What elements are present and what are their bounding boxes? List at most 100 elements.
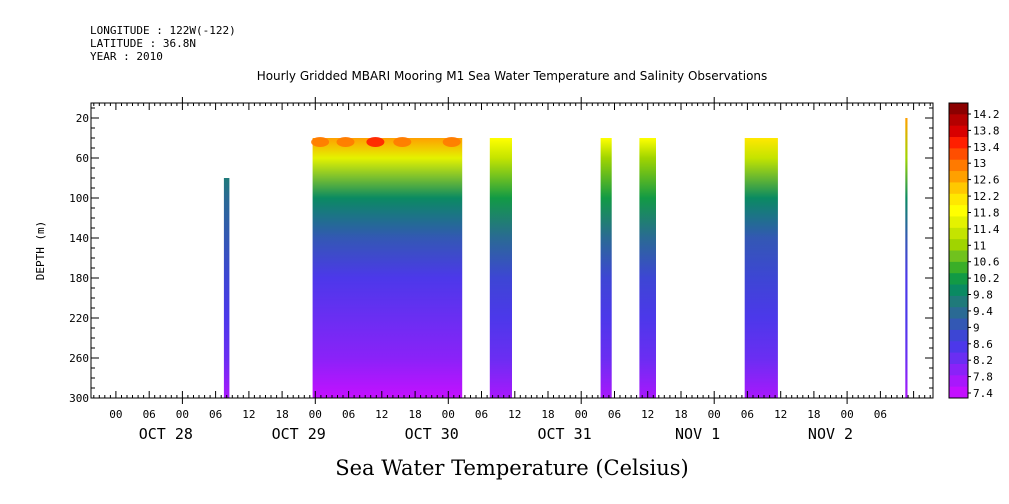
colorbar-swatch xyxy=(949,386,968,399)
colorbar-label: 9.8 xyxy=(973,289,993,302)
colorbar: 14.2 13.8 13.4 13 12.6 12.2 11.8 11.4 11 10.6 10.2… xyxy=(948,102,1000,400)
x-hour-label: 12 xyxy=(641,408,654,421)
year-label: YEAR : 2010 xyxy=(90,50,163,63)
colorbar-swatch xyxy=(949,375,968,388)
x-day-label: OCT 28 xyxy=(139,425,193,443)
colorbar-label: 12.6 xyxy=(973,174,1000,187)
x-hour-label: 18 xyxy=(275,408,288,421)
x-hour-label: 06 xyxy=(342,408,355,421)
y-tick-label: 180 xyxy=(69,272,89,285)
warm-spot xyxy=(336,137,355,147)
y-tick-label: 100 xyxy=(69,192,89,205)
x-hour-label: 12 xyxy=(375,408,388,421)
colorbar-label: 7.4 xyxy=(973,387,993,400)
colorbar-label: 13 xyxy=(973,157,986,170)
colorbar-swatch xyxy=(949,295,968,308)
x-hour-label: 00 xyxy=(708,408,721,421)
colorbar-swatch xyxy=(949,216,968,229)
data-block xyxy=(312,138,463,398)
colorbar-swatch xyxy=(949,250,968,263)
colorbar-swatch xyxy=(949,284,968,297)
colorbar-swatch xyxy=(949,103,968,115)
colorbar-frame xyxy=(948,102,969,399)
data-block xyxy=(600,138,612,398)
x-hour-label: 00 xyxy=(309,408,322,421)
x-hour-label: 18 xyxy=(674,408,687,421)
colorbar-label: 14.2 xyxy=(973,108,1000,121)
colorbar-swatch xyxy=(949,273,968,285)
colorbar-title: Sea Water Temperature (Celsius) xyxy=(335,456,689,480)
latitude-label: LATITUDE : 36.8N xyxy=(90,37,196,50)
colorbar-swatch xyxy=(949,318,968,331)
colorbar-swatch xyxy=(949,205,968,217)
data-block xyxy=(639,138,656,398)
x-hour-label: 06 xyxy=(608,408,621,421)
colorbar-swatch xyxy=(949,341,968,354)
colorbar-swatch xyxy=(949,363,968,376)
colorbar-swatch xyxy=(949,193,968,206)
y-tick-label: 300 xyxy=(69,392,89,405)
y-tick-label: 60 xyxy=(76,152,89,165)
plot-frame xyxy=(90,102,934,399)
colorbar-swatch xyxy=(949,261,968,274)
x-hour-label: 06 xyxy=(475,408,488,421)
colorbar-swatch xyxy=(949,159,968,172)
y-tick-label: 20 xyxy=(76,112,89,125)
y-tick-label: 220 xyxy=(69,312,89,325)
axis-ticks xyxy=(93,97,931,404)
colorbar-label: 13.4 xyxy=(973,141,1000,154)
x-hour-label: 12 xyxy=(242,408,255,421)
colorbar-swatch xyxy=(949,239,968,251)
warm-spot xyxy=(311,137,330,147)
data-block xyxy=(489,138,512,398)
colorbar-swatch xyxy=(949,114,968,127)
warm-spot xyxy=(393,137,412,147)
colorbar-label: 8.2 xyxy=(973,354,993,367)
colorbar-label: 12.2 xyxy=(973,190,1000,203)
colorbar-label: 11 xyxy=(973,239,986,252)
colorbar-label: 11.4 xyxy=(973,223,1000,236)
x-hour-label: 06 xyxy=(209,408,222,421)
x-day-label: OCT 29 xyxy=(272,425,326,443)
x-hour-label: 18 xyxy=(541,408,554,421)
warm-spot xyxy=(366,137,385,147)
x-axis: 00 06 00 06 12 18 00 06 12 18 00 06 12 18 00 06 12 18 00 06… xyxy=(109,408,887,443)
colorbar-label: 10.2 xyxy=(973,272,1000,285)
data-block xyxy=(744,138,778,398)
x-hour-label: 00 xyxy=(840,408,853,421)
colorbar-label: 9.4 xyxy=(973,305,993,318)
colorbar-swatch xyxy=(949,137,968,149)
data-blocks xyxy=(223,118,908,398)
colorbar-label: 13.8 xyxy=(973,124,1000,137)
y-tick-label: 260 xyxy=(69,352,89,365)
x-hour-label: 12 xyxy=(508,408,521,421)
x-hour-label: 00 xyxy=(176,408,189,421)
colorbar-swatch xyxy=(949,182,968,195)
warm-spot xyxy=(442,137,461,147)
y-axis-label: DEPTH (m) xyxy=(34,221,47,281)
x-day-label: NOV 2 xyxy=(808,425,853,443)
x-hour-label: 00 xyxy=(109,408,122,421)
colorbar-label: 10.6 xyxy=(973,256,1000,269)
colorbar-swatch xyxy=(949,125,968,138)
x-hour-label: 06 xyxy=(874,408,887,421)
colorbar-swatch xyxy=(949,307,968,319)
y-tick-label: 140 xyxy=(69,232,89,245)
x-hour-label: 06 xyxy=(741,408,754,421)
colorbar-swatch xyxy=(949,329,968,342)
colorbar-swatch xyxy=(949,352,968,365)
colorbar-label: 8.6 xyxy=(973,338,993,351)
x-hour-label: 12 xyxy=(774,408,787,421)
x-hour-label: 06 xyxy=(143,408,156,421)
colorbar-swatch xyxy=(949,227,968,240)
x-hour-label: 18 xyxy=(807,408,820,421)
colorbar-swatch xyxy=(949,148,968,161)
colorbar-label: 11.8 xyxy=(973,207,1000,220)
chart-title: Hourly Gridded MBARI Mooring M1 Sea Wate… xyxy=(257,69,768,83)
x-hour-label: 18 xyxy=(408,408,421,421)
colorbar-label: 7.8 xyxy=(973,371,993,384)
colorbar-swatch xyxy=(949,171,968,183)
x-day-label: OCT 30 xyxy=(405,425,459,443)
colorbar-label: 9 xyxy=(973,321,980,334)
